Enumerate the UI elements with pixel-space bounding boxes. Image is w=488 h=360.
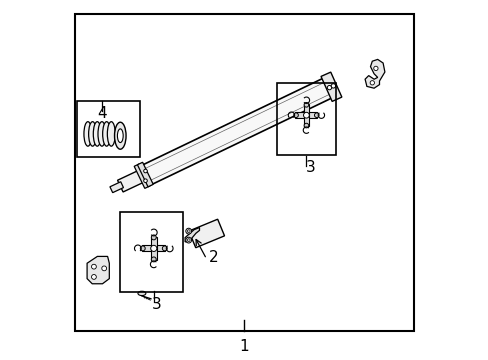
Ellipse shape	[162, 246, 167, 251]
Circle shape	[330, 84, 335, 88]
Circle shape	[91, 275, 96, 279]
Polygon shape	[295, 112, 317, 118]
Circle shape	[373, 66, 377, 71]
Ellipse shape	[314, 113, 319, 117]
Circle shape	[326, 85, 331, 90]
Polygon shape	[150, 237, 157, 260]
Circle shape	[185, 228, 191, 234]
Bar	[77, 101, 140, 157]
Bar	[276, 83, 336, 155]
Text: 4: 4	[97, 106, 107, 121]
Polygon shape	[142, 246, 165, 252]
Bar	[75, 14, 413, 331]
Text: 3: 3	[305, 160, 315, 175]
Polygon shape	[117, 168, 148, 192]
Circle shape	[102, 266, 106, 271]
Bar	[120, 212, 183, 292]
Ellipse shape	[293, 113, 298, 117]
Ellipse shape	[138, 291, 145, 296]
Polygon shape	[134, 164, 150, 188]
Ellipse shape	[102, 122, 110, 146]
Polygon shape	[110, 182, 123, 193]
Text: 2: 2	[209, 250, 218, 265]
Circle shape	[187, 239, 190, 242]
Polygon shape	[365, 59, 384, 88]
Polygon shape	[188, 219, 224, 248]
Ellipse shape	[114, 122, 126, 149]
Circle shape	[303, 112, 309, 118]
Polygon shape	[139, 78, 331, 186]
Ellipse shape	[151, 235, 156, 240]
Circle shape	[143, 169, 147, 173]
Circle shape	[187, 230, 190, 233]
Circle shape	[143, 179, 147, 183]
Polygon shape	[87, 256, 109, 284]
Ellipse shape	[84, 122, 92, 146]
Polygon shape	[137, 162, 153, 187]
Circle shape	[91, 264, 96, 269]
Ellipse shape	[117, 129, 123, 143]
Text: 3: 3	[151, 297, 161, 312]
Ellipse shape	[88, 122, 96, 146]
Text: 1: 1	[239, 339, 249, 354]
Polygon shape	[185, 228, 199, 242]
Ellipse shape	[140, 246, 145, 251]
Ellipse shape	[151, 257, 156, 262]
Circle shape	[185, 237, 191, 243]
Ellipse shape	[93, 122, 101, 146]
Circle shape	[369, 81, 374, 85]
Ellipse shape	[304, 103, 308, 107]
Circle shape	[150, 246, 157, 252]
Ellipse shape	[304, 123, 308, 128]
Ellipse shape	[98, 122, 106, 146]
Polygon shape	[320, 72, 341, 102]
Ellipse shape	[107, 122, 115, 146]
Polygon shape	[303, 104, 309, 126]
